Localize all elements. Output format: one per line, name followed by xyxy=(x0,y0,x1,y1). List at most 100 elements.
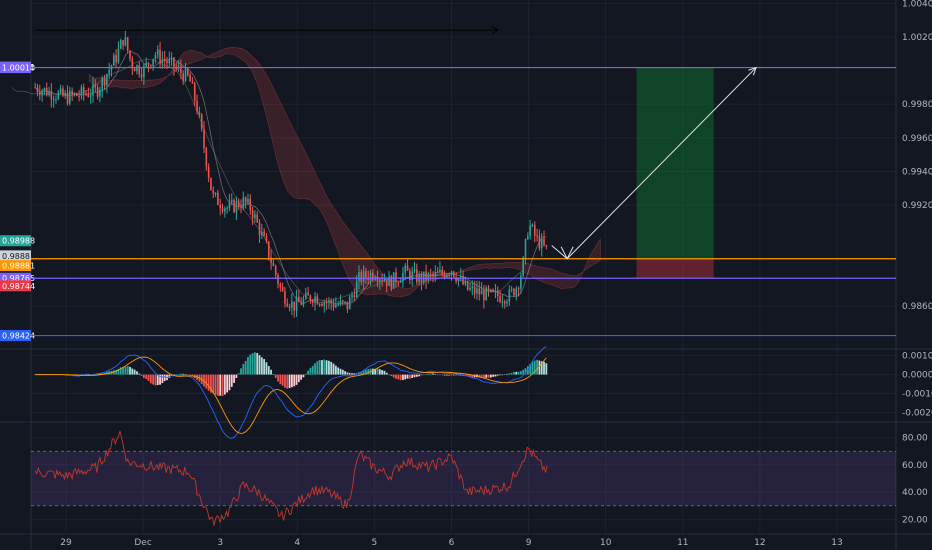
macd-histogram-bar xyxy=(408,374,411,379)
macd-histogram-bar xyxy=(390,374,393,377)
macd-histogram-bar xyxy=(318,360,321,375)
candle-body xyxy=(43,88,46,92)
macd-histogram-bar xyxy=(288,374,291,389)
candle-body xyxy=(59,88,62,93)
candle-body xyxy=(140,74,143,78)
candle-body xyxy=(62,88,64,96)
candle-body xyxy=(200,114,203,129)
macd-signal-line xyxy=(35,356,547,434)
macd-histogram-bar xyxy=(413,374,416,378)
macd-histogram-bar xyxy=(496,374,499,376)
macd-histogram-bar xyxy=(260,357,263,375)
macd-histogram-bar xyxy=(186,374,189,376)
macd-histogram-bar xyxy=(480,374,483,379)
candle-body xyxy=(101,77,104,90)
macd-histogram-bar xyxy=(376,368,379,375)
macd-histogram-bar xyxy=(129,366,131,375)
macd-histogram-bar xyxy=(140,374,143,376)
candle-body xyxy=(45,88,48,96)
price-panel[interactable] xyxy=(11,30,601,318)
candle-body xyxy=(374,279,376,281)
candle-body xyxy=(240,207,242,209)
macd-histogram-bar xyxy=(230,374,233,387)
macd-histogram-bar xyxy=(228,374,231,391)
macd-histogram-bar xyxy=(154,374,157,386)
macd-histogram-bar xyxy=(538,360,541,375)
candle-body xyxy=(376,279,379,282)
candle-body xyxy=(332,303,335,308)
macd-histogram-bar xyxy=(325,360,328,375)
macd-histogram-bar xyxy=(105,371,108,375)
macd-histogram-bar xyxy=(247,357,249,375)
macd-histogram-bar xyxy=(226,374,229,393)
candle-body xyxy=(48,91,50,96)
candle-body xyxy=(439,269,441,273)
candle-body xyxy=(113,55,115,66)
price-tag-label: 0.98424 xyxy=(2,332,35,341)
candle-body xyxy=(298,296,300,303)
candle-body xyxy=(543,238,545,246)
candle-body xyxy=(318,304,321,306)
macd-histogram-bar xyxy=(277,374,279,382)
macd-panel[interactable] xyxy=(34,346,548,439)
candle-body xyxy=(369,272,372,281)
candle-body xyxy=(459,275,462,278)
candle-body xyxy=(383,280,386,282)
macd-histogram-bar xyxy=(515,371,518,375)
macd-histogram-bar xyxy=(360,371,363,375)
candle-body xyxy=(249,198,252,211)
candle-body xyxy=(540,238,543,249)
macd-histogram-bar xyxy=(524,368,527,375)
macd-histogram-bar xyxy=(404,374,407,380)
time-tick-label: 29 xyxy=(60,538,72,548)
candle-body xyxy=(226,207,228,209)
candle-body xyxy=(485,287,487,301)
candle-body xyxy=(50,91,53,100)
candle-body xyxy=(106,74,108,85)
candle-body xyxy=(536,235,538,237)
candle-body xyxy=(360,272,363,283)
candle-body xyxy=(388,276,390,286)
candle-body xyxy=(263,231,265,236)
macd-histogram-bar xyxy=(293,374,296,387)
candle-body xyxy=(469,287,471,290)
candle-body xyxy=(196,100,198,112)
candle-body xyxy=(416,269,418,283)
macd-histogram-bar xyxy=(179,373,182,375)
position-profit-zone xyxy=(636,67,714,259)
candle-body xyxy=(392,272,395,289)
candle-body xyxy=(261,231,263,236)
candle-body xyxy=(150,64,152,66)
macd-histogram-bar xyxy=(420,374,423,376)
candle-body xyxy=(73,93,76,95)
candle-body xyxy=(71,90,73,95)
candle-body xyxy=(212,190,215,194)
candle-body xyxy=(309,295,312,301)
macd-histogram-bar xyxy=(489,374,492,378)
macd-histogram-bar xyxy=(112,370,115,375)
candle-body xyxy=(207,166,210,178)
candle-body xyxy=(499,296,501,303)
candle-body xyxy=(462,275,464,285)
candle-body xyxy=(138,65,141,75)
candle-body xyxy=(189,75,191,82)
macd-histogram-bar xyxy=(503,374,506,375)
candle-body xyxy=(265,235,268,242)
macd-histogram-bar xyxy=(374,368,377,375)
rsi-panel[interactable] xyxy=(31,430,896,526)
candle-body xyxy=(281,286,284,291)
candle-body xyxy=(399,281,402,283)
candle-body xyxy=(103,77,106,85)
macd-histogram-bar xyxy=(545,363,548,375)
macd-histogram-bar xyxy=(300,374,303,380)
candle-body xyxy=(173,57,175,68)
macd-histogram-bar xyxy=(353,373,356,375)
macd-histogram-bar xyxy=(381,370,384,375)
rsi-line xyxy=(34,430,548,526)
macd-histogram-bar xyxy=(517,371,520,375)
macd-histogram-bar xyxy=(210,374,212,393)
